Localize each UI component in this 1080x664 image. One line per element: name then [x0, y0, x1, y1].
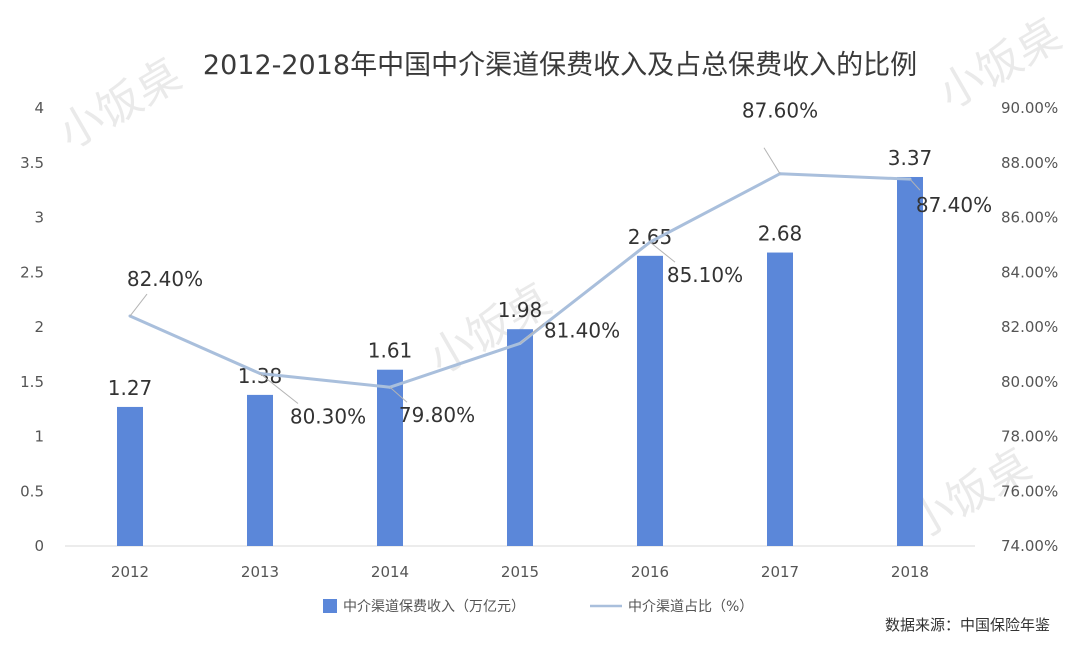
line-label-leader [519, 323, 545, 344]
legend-swatch-bar [323, 599, 337, 613]
line-data-label: 87.60% [742, 99, 818, 123]
bar-data-label: 1.98 [498, 298, 543, 322]
left-tick-label: 2 [34, 318, 44, 336]
bar-series [117, 176, 923, 547]
line-data-label: 79.80% [399, 403, 475, 427]
left-axis-ticks: 0 0.5 1 1.5 2 2.5 3 3.5 4 [20, 99, 44, 555]
legend-label-line: 中介渠道占比（%） [628, 599, 753, 615]
line-label-leader [259, 373, 299, 404]
x-axis-ticks: 2012 2013 2014 2015 2016 2017 2018 [111, 563, 929, 581]
bar [897, 176, 923, 547]
left-tick-label: 3 [34, 209, 44, 227]
right-tick-label: 76.00% [1001, 482, 1058, 500]
bar [117, 406, 143, 546]
x-tick-label: 2016 [631, 563, 669, 581]
line-data-label: 85.10% [667, 263, 743, 287]
left-tick-label: 3.5 [20, 154, 44, 172]
bar [767, 252, 793, 547]
bar [377, 369, 403, 546]
line-label-leader [129, 293, 148, 317]
watermark-top-left: 小饭桌 [50, 49, 190, 159]
right-axis-ticks: 74.00% 76.00% 78.00% 80.00% 82.00% 84.00% 86.0… [1001, 99, 1058, 555]
source-note: 数据来源：中国保险年鉴 [885, 616, 1050, 634]
right-tick-label: 78.00% [1001, 428, 1058, 446]
legend: 中介渠道保费收入（万亿元） 中介渠道占比（%） [323, 599, 753, 615]
line-data-labels: 82.40% 80.30% 79.80% 81.40% 85.10% 87.60% 87.4… [127, 99, 992, 429]
bar-data-label: 2.68 [758, 222, 803, 246]
chart-title: 2012-2018年中国中介渠道保费收入及占总保费收入的比例 [203, 50, 917, 81]
right-tick-label: 82.00% [1001, 318, 1058, 336]
right-tick-label: 86.00% [1001, 209, 1058, 227]
line-data-label: 82.40% [127, 267, 203, 291]
line-data-label: 81.40% [544, 318, 620, 342]
left-tick-label: 4 [34, 99, 44, 117]
bar [507, 329, 533, 546]
x-tick-label: 2013 [241, 563, 279, 581]
bar-data-label: 3.37 [888, 146, 933, 170]
x-tick-label: 2015 [501, 563, 539, 581]
line-data-label: 87.40% [916, 193, 992, 217]
left-tick-label: 1.5 [20, 373, 44, 391]
line-label-leader [909, 178, 921, 191]
line-data-label: 80.30% [290, 405, 366, 429]
line-label-leader [763, 147, 781, 174]
right-tick-label: 88.00% [1001, 154, 1058, 172]
x-tick-label: 2012 [111, 563, 149, 581]
right-tick-label: 90.00% [1001, 99, 1058, 117]
bar-data-labels: 1.271.381.611.982.65 2.683.37 [108, 146, 933, 400]
left-tick-label: 0.5 [20, 482, 44, 500]
left-tick-label: 2.5 [20, 263, 44, 281]
right-tick-label: 84.00% [1001, 263, 1058, 281]
right-tick-label: 74.00% [1001, 537, 1058, 555]
line-label-leader [389, 386, 408, 403]
x-tick-label: 2018 [891, 563, 929, 581]
bar-data-label: 1.27 [108, 376, 153, 400]
x-tick-label: 2014 [371, 563, 409, 581]
bar-data-label: 2.65 [628, 225, 673, 249]
x-tick-label: 2017 [761, 563, 799, 581]
bar [247, 394, 273, 546]
legend-label-bar: 中介渠道保费收入（万亿元） [343, 599, 525, 615]
left-tick-label: 1 [34, 428, 44, 446]
left-tick-label: 0 [34, 537, 44, 555]
bar [637, 255, 663, 546]
bar-data-label: 1.61 [368, 339, 413, 363]
line-label-leader [649, 241, 676, 263]
right-tick-label: 80.00% [1001, 373, 1058, 391]
